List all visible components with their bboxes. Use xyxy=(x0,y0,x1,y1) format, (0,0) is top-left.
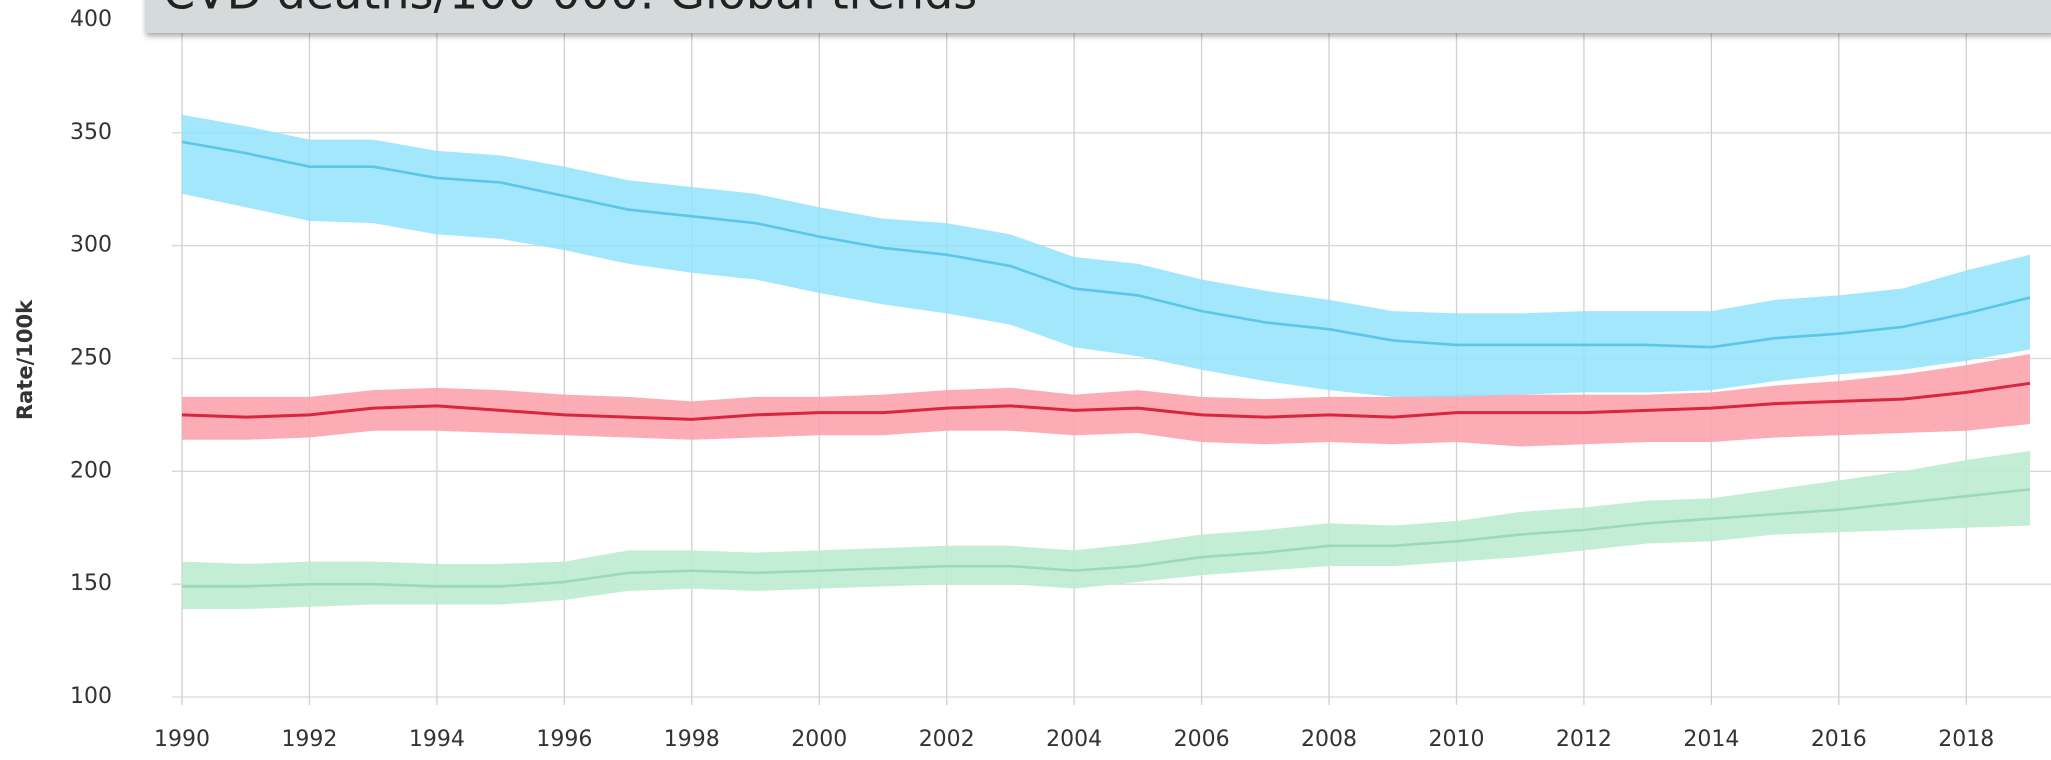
x-tick-label: 2006 xyxy=(1174,727,1230,752)
confidence-band xyxy=(182,114,2030,397)
confidence-band xyxy=(182,451,2030,609)
x-tick-label: 1992 xyxy=(281,727,337,752)
x-tick-label: 2004 xyxy=(1046,727,1102,752)
x-tick-label: 2018 xyxy=(1938,727,1994,752)
series-line xyxy=(182,488,2031,588)
x-tick-label: 2014 xyxy=(1683,727,1739,752)
series-line xyxy=(181,140,2031,349)
y-axis-label: Rate/100k xyxy=(13,299,37,420)
x-tick-label: 2012 xyxy=(1556,727,1612,752)
plot-area: 100 150 200 250 300 350 400 1990 1992 1994 1996 199… xyxy=(70,7,2051,752)
title-box xyxy=(146,0,2051,33)
y-tick-label: 100 xyxy=(70,684,112,709)
y-tick-label: 300 xyxy=(70,233,112,258)
x-tick-label: 1998 xyxy=(664,727,720,752)
y-tick-label: 200 xyxy=(70,458,112,483)
x-tick-label: 2008 xyxy=(1301,727,1357,752)
confidence-band xyxy=(182,353,2030,447)
x-tick-label: 1990 xyxy=(154,727,210,752)
y-tick-label: 150 xyxy=(70,571,112,596)
chart-title: CVD deaths/100 000: Global trends xyxy=(163,0,977,20)
x-tick-label: 1994 xyxy=(409,727,465,752)
y-tick-label: 350 xyxy=(70,120,112,145)
x-tick-label: 2002 xyxy=(919,727,975,752)
y-tick-label: 250 xyxy=(70,346,112,371)
x-tick-label: 2016 xyxy=(1811,727,1867,752)
x-tick-label: 2010 xyxy=(1428,727,1484,752)
series-line xyxy=(181,381,2031,421)
x-tick-label: 2000 xyxy=(791,727,847,752)
y-tick-label: 400 xyxy=(70,7,112,32)
x-tick-label: 1996 xyxy=(536,727,592,752)
